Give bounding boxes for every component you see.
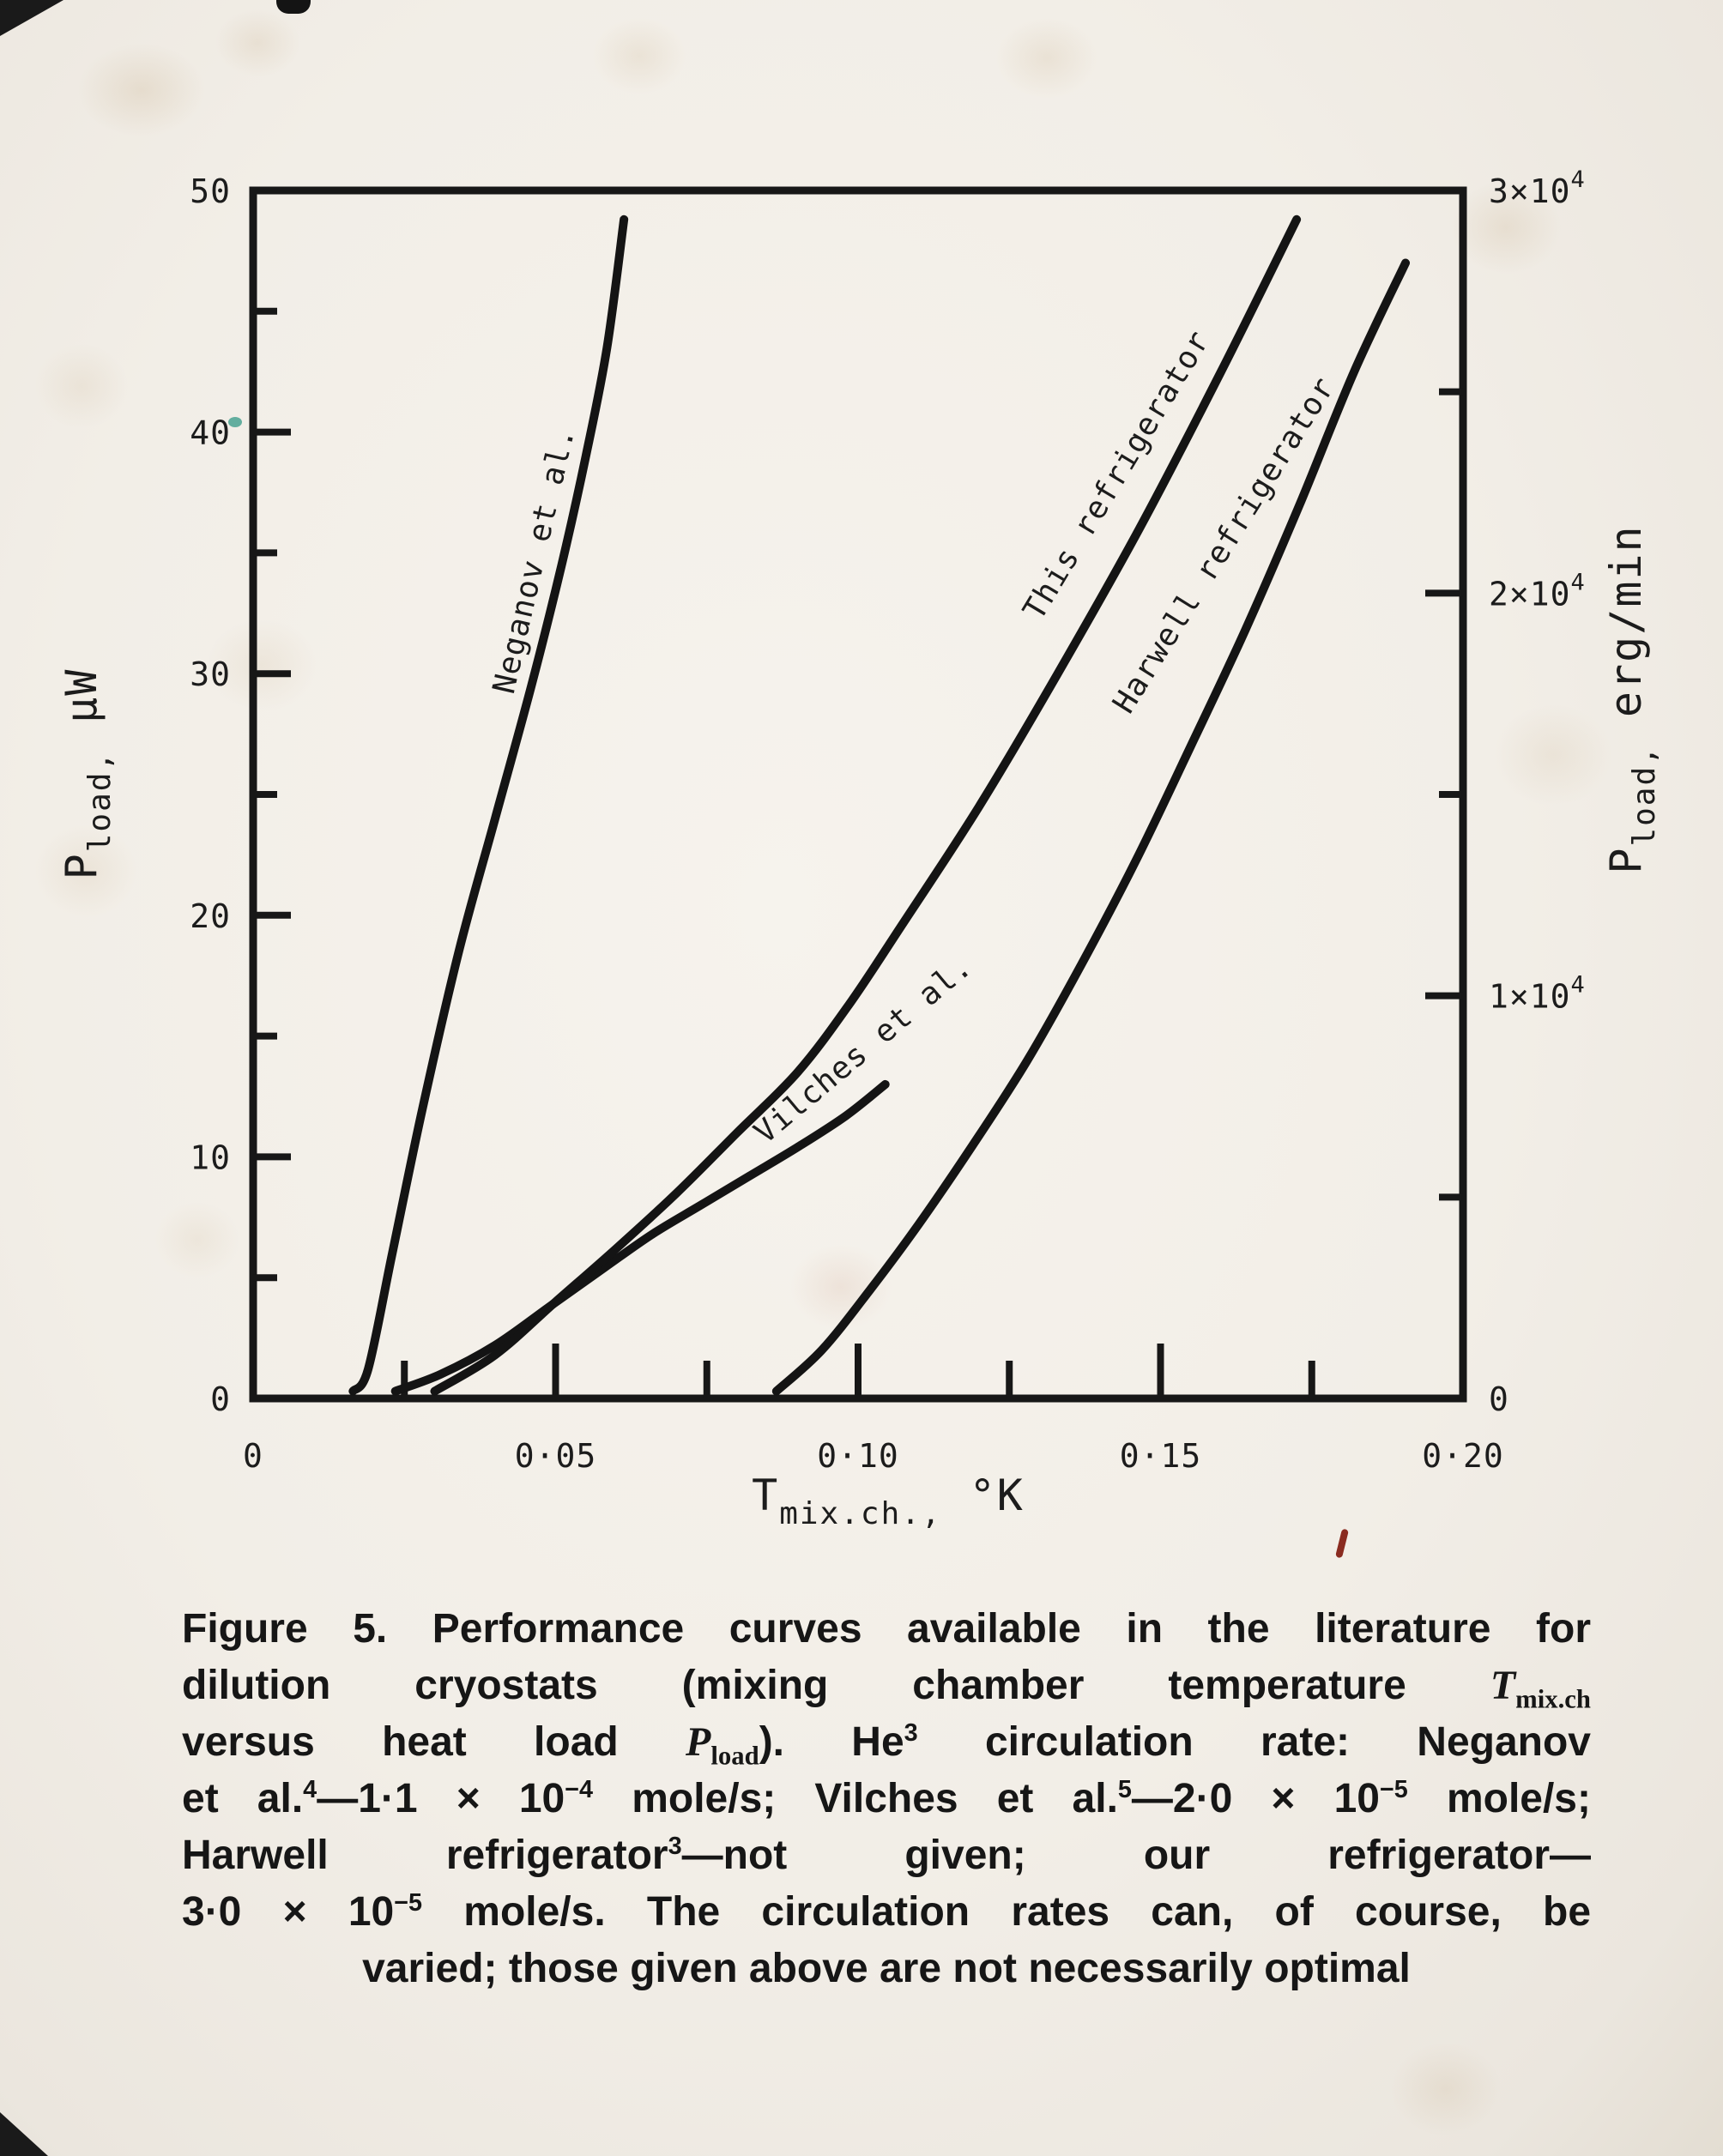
y-right-tick-label: 2×104 [1489,569,1586,613]
caption-segment: −5 [1379,1776,1408,1803]
caption-segment: T [1490,1663,1516,1708]
caption-segment: varied; those given above are not necess… [362,1946,1411,1991]
y-left-tick-label: 30 [190,655,231,693]
caption-segment: —1·1 × 10 [317,1776,565,1821]
x-tick-label: 0 [243,1437,263,1475]
caption-segment: load [710,1741,759,1771]
y-left-tick-label: 10 [190,1138,231,1176]
y-right-tick-label: 1×104 [1489,972,1586,1016]
caption-segment: −4 [565,1776,594,1803]
caption-line: Figure 5. Performance curves available i… [182,1601,1591,1658]
caption-segment: −5 [394,1889,423,1917]
y-left-tick-label: 20 [190,897,231,935]
curve-label-neganov: Neganov et al. [487,424,582,698]
caption-segment: ). He [759,1719,904,1765]
caption-segment: mole/s; [1407,1776,1591,1821]
caption-segment: mix.ch [1515,1684,1591,1714]
curve-harwell [771,258,1411,1396]
caption-line: Harwell refrigerator3—not given; our ref… [182,1827,1591,1884]
y-left-tick-label: 0 [210,1380,231,1418]
caption-segment: P [686,1719,711,1765]
plot-frame [249,186,1467,1403]
caption-line: 3·0 × 10−5 mole/s. The circulation rates… [182,1884,1591,1941]
caption-segment: 4 [303,1776,317,1803]
caption-segment: mole/s; Vilches et al. [593,1776,1118,1821]
caption-segment: —2·0 × 10 [1131,1776,1380,1821]
x-tick-label: 0·05 [515,1437,597,1475]
caption-segment: circulation rate: Neganov [917,1719,1592,1765]
x-tick-label: 0·15 [1120,1437,1202,1475]
caption-line: versus heat load Pload). He3 circulation… [182,1714,1591,1771]
axis-ticks: 0 0·05 0·10 0·15 0·20 0 10 20 30 40 50 0 1×104 2×104 3… [190,166,1586,1475]
y-left-tick-label: 50 [190,172,231,210]
y-right-tick-label: 3×104 [1489,166,1586,210]
caption-line: dilution cryostats (mixing chamber tempe… [182,1658,1591,1714]
caption-line: et al.4—1·1 × 10−4 mole/s; Vilches et al… [182,1771,1591,1827]
y-axis-label-left: Pload, µW [57,668,118,880]
curve-neganov [348,214,629,1396]
x-tick-label: 0·10 [817,1437,899,1475]
caption-segment: 3 [904,1719,918,1747]
caption-segment: et al. [182,1776,304,1821]
caption-segment: 3 [668,1833,682,1860]
x-tick-label: 0·20 [1422,1437,1504,1475]
curve-labels: Neganov et al.Vilches et al.This refrige… [487,324,1342,1150]
caption-segment: 3·0 × 10 [182,1889,395,1935]
caption-segment: 5 [1117,1776,1132,1803]
x-axis-label: Tmix.ch., °K [752,1471,1025,1531]
y-right-tick-label: 0 [1489,1380,1509,1418]
figure-caption: Figure 5. Performance curves available i… [182,1601,1591,1997]
caption-segment: Figure 5. Performance curves available i… [182,1606,1591,1652]
caption-segment: Harwell refrigerator [182,1833,668,1878]
y-left-tick-label: 40 [190,414,231,452]
caption-line: varied; those given above are not necess… [182,1941,1591,1997]
caption-segment: mole/s. The circulation rates can, of co… [422,1889,1592,1935]
y-axis-label-right: Pload, erg/min [1601,524,1662,873]
caption-segment: dilution cryostats (mixing chamber tempe… [182,1663,1490,1708]
caption-segment: —not given; our refrigerator— [681,1833,1591,1878]
curve-vilches [390,1079,890,1396]
caption-segment: versus heat load [182,1719,686,1765]
curve-this-refrigerator [430,214,1302,1396]
curves [348,214,1411,1396]
